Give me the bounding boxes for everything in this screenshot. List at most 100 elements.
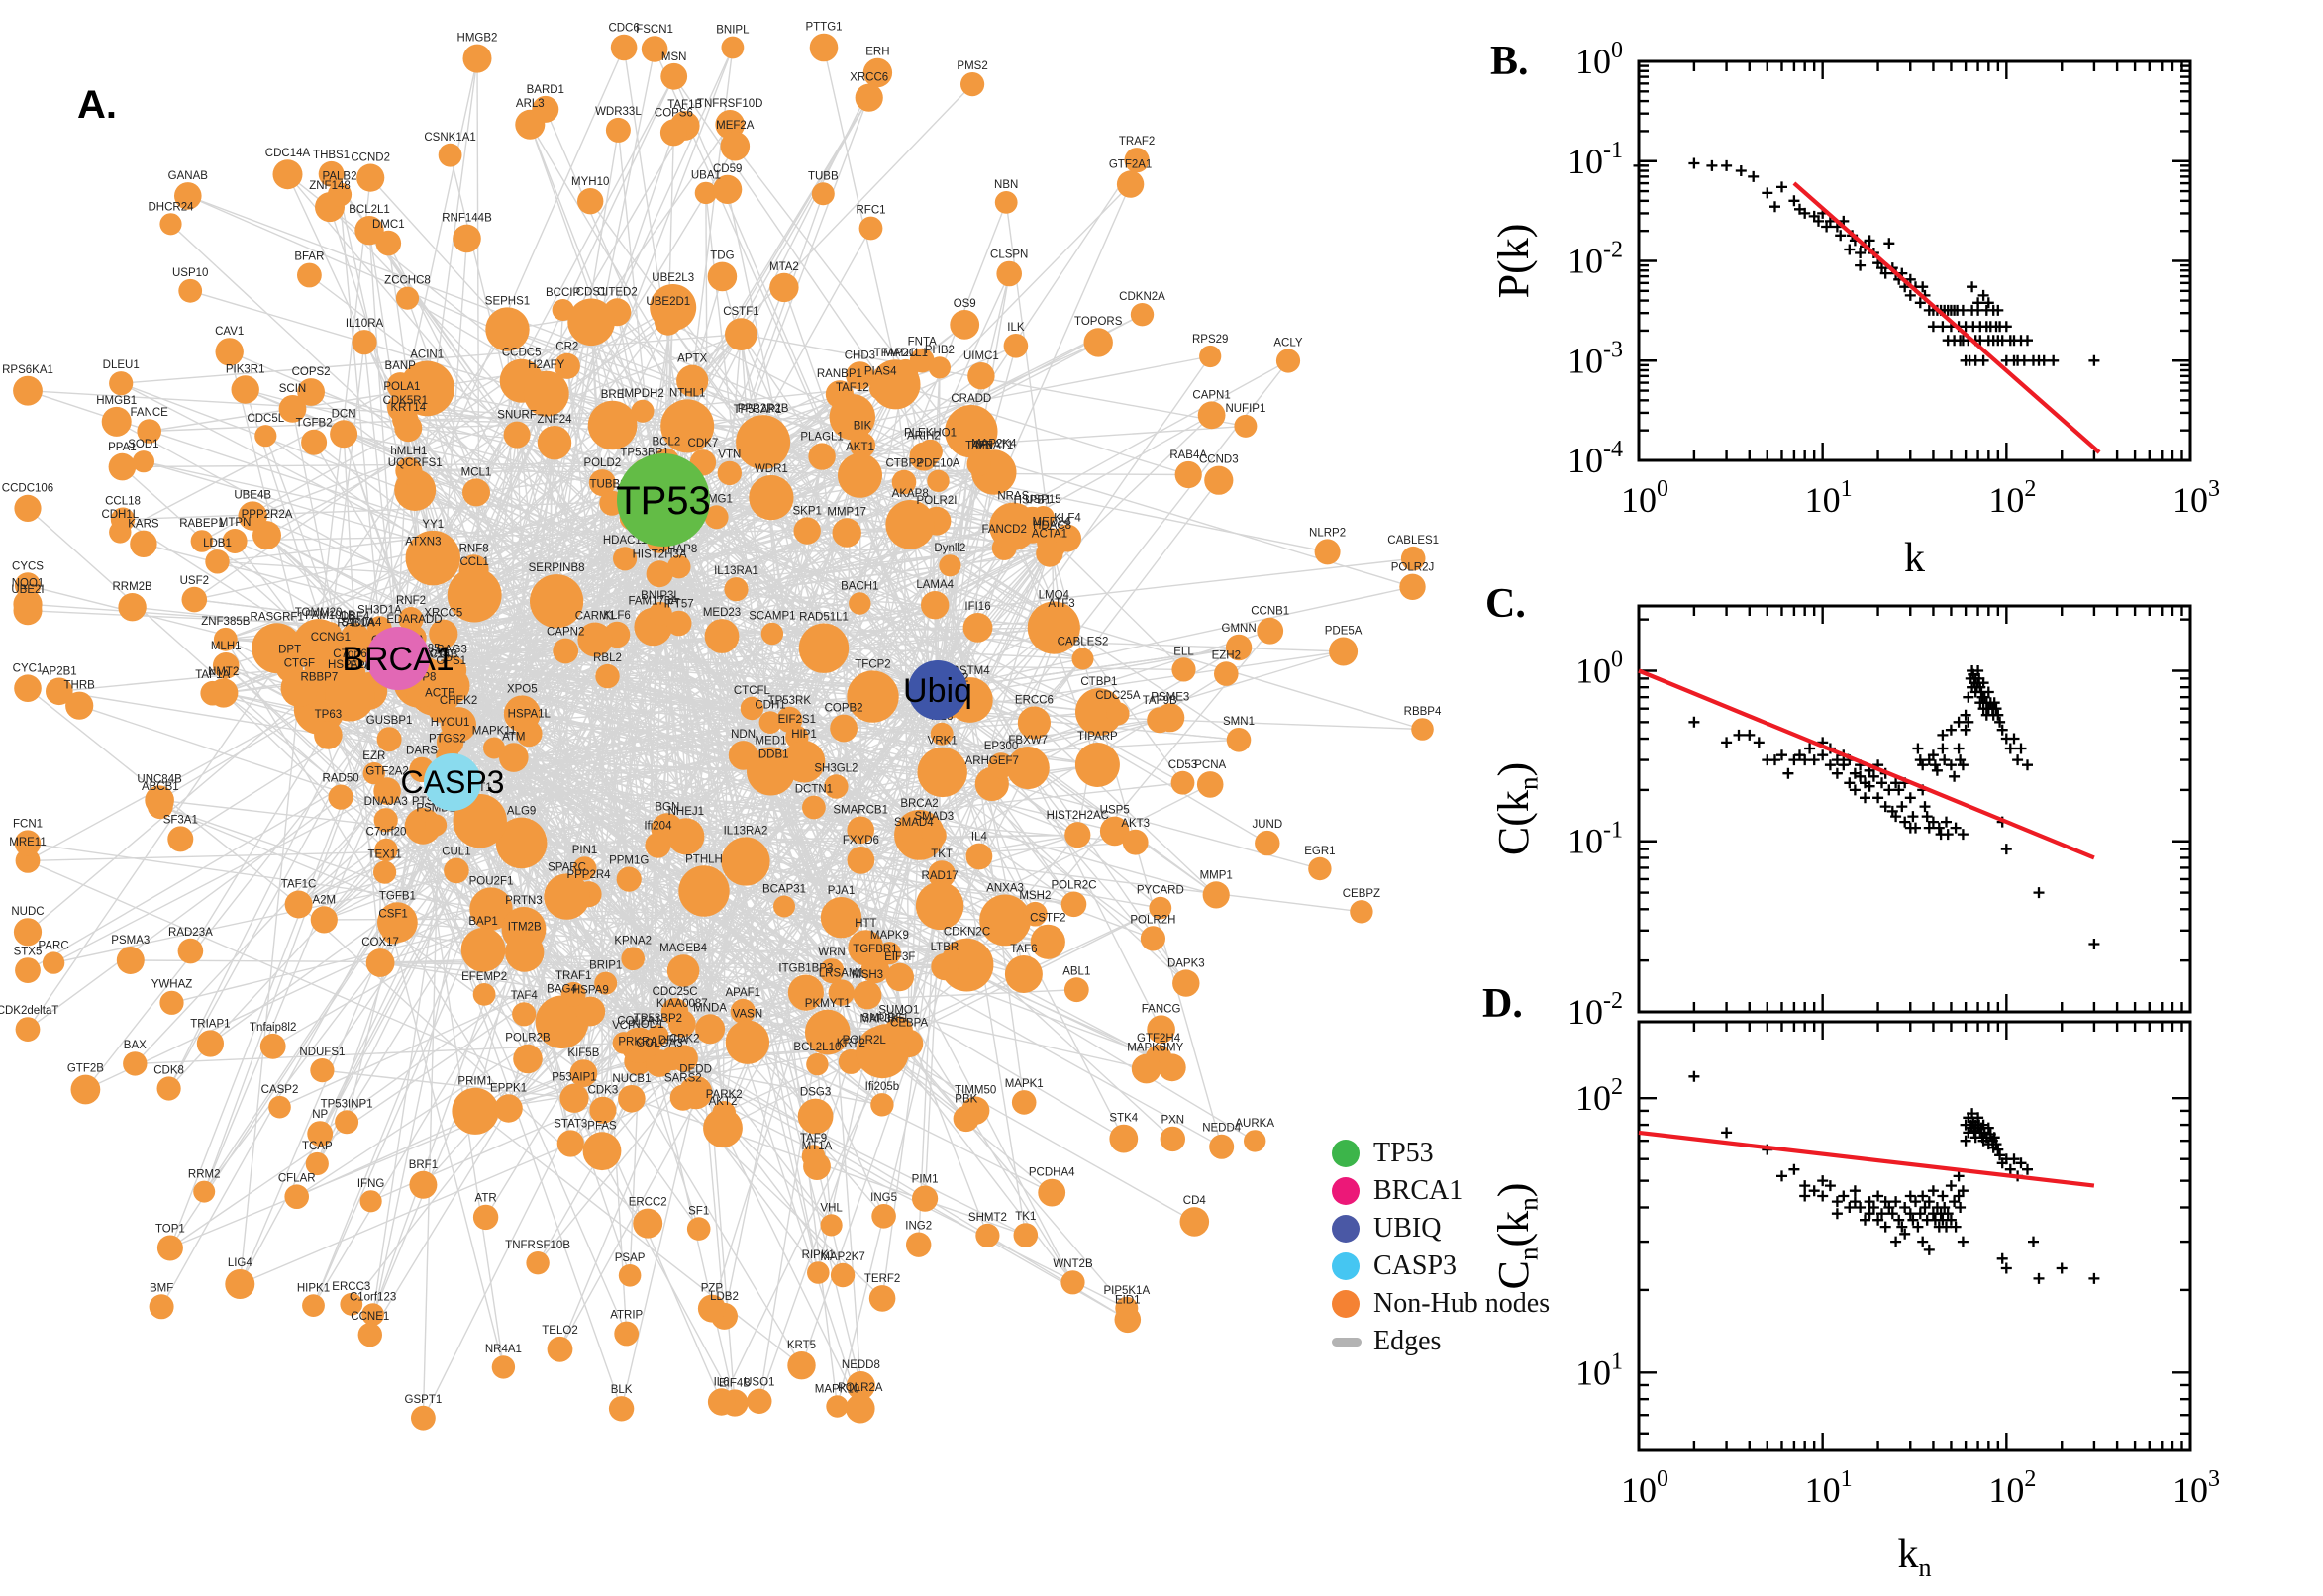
network-node[interactable] [610, 34, 638, 61]
network-node[interactable] [305, 1151, 329, 1176]
network-node[interactable] [361, 1303, 384, 1326]
network-node[interactable] [660, 399, 715, 453]
network-node[interactable] [14, 830, 42, 856]
network-node[interactable] [621, 947, 645, 971]
network-node[interactable] [156, 1076, 181, 1101]
network-node[interactable] [917, 747, 967, 798]
network-node[interactable] [961, 1096, 990, 1125]
network-node[interactable] [747, 1388, 772, 1415]
network-node[interactable] [1400, 546, 1426, 571]
network-node[interactable] [513, 1044, 543, 1074]
network-node[interactable] [238, 501, 267, 531]
network-node[interactable] [1149, 896, 1172, 920]
network-node[interactable] [717, 460, 742, 486]
network-node[interactable] [1130, 303, 1155, 327]
network-node[interactable] [740, 696, 764, 721]
network-node[interactable] [870, 1093, 894, 1117]
network-node[interactable] [526, 1251, 550, 1275]
network-node[interactable] [846, 1371, 875, 1400]
network-node[interactable] [359, 1190, 382, 1213]
network-node[interactable] [1006, 747, 1050, 790]
network-node[interactable] [302, 1294, 325, 1317]
network-node[interactable] [523, 370, 569, 417]
network-node[interactable] [885, 962, 914, 992]
network-node[interactable] [1004, 955, 1043, 993]
network-node[interactable] [1140, 926, 1165, 951]
network-node[interactable] [505, 933, 545, 972]
network-node[interactable] [1411, 718, 1434, 741]
network-node[interactable] [678, 1075, 713, 1110]
network-node[interactable] [70, 1074, 101, 1105]
network-node[interactable] [1131, 1053, 1162, 1084]
network-node[interactable] [535, 995, 589, 1049]
network-node[interactable] [730, 998, 756, 1025]
network-node[interactable] [665, 610, 692, 637]
network-node[interactable] [577, 622, 613, 657]
network-node[interactable] [928, 860, 956, 888]
network-node[interactable] [1257, 617, 1284, 645]
network-node[interactable] [213, 627, 238, 651]
network-node[interactable] [862, 57, 893, 88]
network-node[interactable] [853, 980, 882, 1010]
network-node[interactable] [891, 469, 917, 495]
network-node[interactable] [793, 517, 821, 545]
network-node[interactable] [849, 592, 871, 615]
network-node[interactable] [666, 954, 700, 987]
network-node[interactable] [373, 808, 398, 833]
network-node[interactable] [328, 784, 354, 810]
network-node[interactable] [1027, 601, 1080, 654]
network-node[interactable] [552, 299, 574, 321]
network-node[interactable] [966, 451, 991, 476]
network-node[interactable] [212, 652, 240, 679]
hub-node-ubiq[interactable] [908, 660, 967, 720]
network-node[interactable] [641, 36, 668, 62]
network-node[interactable] [159, 213, 182, 236]
network-node[interactable] [686, 1217, 711, 1241]
network-node[interactable] [177, 938, 204, 964]
network-node[interactable] [1156, 703, 1185, 733]
network-node[interactable] [582, 1132, 622, 1171]
network-node[interactable] [118, 593, 147, 622]
network-node[interactable] [1204, 465, 1234, 495]
network-node[interactable] [1115, 1296, 1139, 1320]
network-node[interactable] [720, 131, 751, 161]
network-node[interactable] [409, 1170, 438, 1199]
network-node[interactable] [1350, 900, 1373, 924]
network-node[interactable] [846, 1393, 875, 1424]
network-node[interactable] [14, 674, 42, 702]
network-node[interactable] [921, 591, 950, 620]
network-node[interactable] [410, 548, 437, 574]
network-node[interactable] [156, 1235, 183, 1261]
network-node[interactable] [307, 1121, 334, 1147]
network-node[interactable] [1074, 743, 1120, 787]
network-node[interactable] [918, 439, 943, 464]
network-node[interactable] [996, 260, 1022, 287]
network-node[interactable] [1017, 706, 1051, 740]
network-node[interactable] [612, 1032, 636, 1054]
network-node[interactable] [848, 930, 884, 966]
network-node[interactable] [782, 741, 826, 783]
network-node[interactable] [614, 1321, 640, 1347]
network-node[interactable] [354, 216, 384, 246]
network-node[interactable] [1060, 1270, 1085, 1295]
network-node[interactable] [758, 711, 782, 734]
network-node[interactable] [940, 938, 994, 992]
network-node[interactable] [1308, 856, 1332, 881]
network-node[interactable] [13, 918, 43, 947]
network-node[interactable] [411, 1405, 436, 1431]
network-node[interactable] [1003, 334, 1029, 358]
network-node[interactable] [65, 691, 94, 720]
network-node[interactable] [547, 1336, 573, 1362]
network-node[interactable] [365, 948, 395, 977]
network-node[interactable] [325, 671, 375, 722]
network-node[interactable] [805, 1009, 851, 1055]
network-node[interactable] [395, 457, 423, 485]
network-node[interactable] [660, 998, 689, 1026]
network-node[interactable] [554, 352, 580, 379]
network-node[interactable] [15, 1017, 41, 1042]
network-node[interactable] [215, 338, 244, 366]
network-node[interactable] [340, 1292, 363, 1316]
hub-node-tp53[interactable] [617, 453, 710, 547]
network-node[interactable] [373, 777, 401, 805]
network-node[interactable] [930, 722, 954, 746]
